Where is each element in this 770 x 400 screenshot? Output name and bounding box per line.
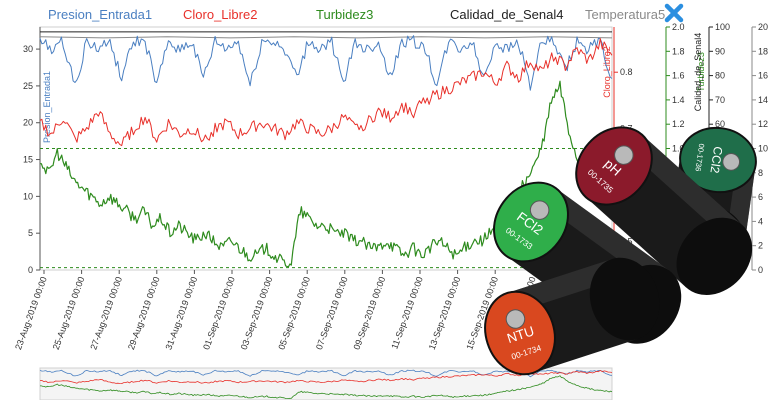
right-axis-title: Calidad_de_Senal4 bbox=[693, 33, 703, 112]
series-line-presion_entrada1 bbox=[39, 35, 613, 91]
sensor-cap bbox=[484, 290, 556, 376]
x-axis-tick-label: 27-Aug-2019 00:00 bbox=[88, 275, 124, 351]
right-axis-tick-label: 1.2 bbox=[672, 119, 685, 129]
right-axis-title: Turbidez3 bbox=[696, 52, 706, 92]
right-axis-tick-label: 60 bbox=[715, 119, 725, 129]
sensor-id: 00-1736 bbox=[693, 143, 706, 172]
right-axis-tick-label: 8 bbox=[758, 168, 763, 178]
right-axis-tick-label: 10 bbox=[758, 144, 768, 154]
sensor-cap bbox=[679, 126, 757, 194]
right-axis-tick-label: 0.8 bbox=[620, 67, 633, 77]
series-line-cloro_libre2 bbox=[39, 38, 613, 147]
right-axis-tick-label: 12 bbox=[758, 119, 768, 129]
x-axis-tick-label: 09-Sep-2019 00:00 bbox=[352, 275, 388, 351]
sensor-connector bbox=[505, 309, 526, 329]
legend-item-presion-entrada1[interactable]: Presion_Entrada1 bbox=[48, 7, 153, 22]
x-axis-tick-label: 03-Sep-2019 00:00 bbox=[239, 275, 275, 351]
x-axis-tick-label: 31-Aug-2019 00:00 bbox=[164, 275, 200, 351]
right-axis-tick-label: 2 bbox=[758, 241, 763, 251]
right-axis-title: Cloro_Libre2 bbox=[602, 46, 612, 98]
right-axis-tick-label: 0 bbox=[758, 265, 763, 275]
left-axis-tick-label: 25 bbox=[23, 81, 33, 91]
close-icon[interactable] bbox=[663, 2, 685, 24]
series-line-temperatura5 bbox=[39, 36, 613, 39]
sensor-connector bbox=[614, 145, 634, 165]
right-axis-tick-label: 1.6 bbox=[672, 71, 685, 81]
legend-item-temperatura5[interactable]: Temperatura5 bbox=[585, 7, 666, 22]
sensor-end bbox=[589, 257, 660, 341]
right-axis-tick-label: 4 bbox=[758, 216, 763, 226]
left-axis-tick-label: 10 bbox=[23, 191, 33, 201]
sensor-cap bbox=[575, 126, 653, 206]
x-axis-tick-label: 23-Aug-2019 00:00 bbox=[13, 275, 49, 351]
legend-item-turbidez3[interactable]: Turbidez3 bbox=[316, 7, 374, 22]
right-axis-tick-label: 1.4 bbox=[672, 95, 685, 105]
sensor-connector bbox=[529, 200, 550, 220]
right-axis-tick-label: 90 bbox=[715, 46, 725, 56]
legend-item-calidad-de-senal4[interactable]: Calidad_de_Senal4 bbox=[450, 7, 564, 22]
x-axis-tick-label: 07-Sep-2019 00:00 bbox=[314, 275, 350, 351]
x-axis-tick-label: 29-Aug-2019 00:00 bbox=[126, 275, 162, 351]
x-axis-tick-label: 25-Aug-2019 00:00 bbox=[51, 275, 87, 351]
x-axis-tick-label: 11-Sep-2019 00:00 bbox=[389, 275, 425, 350]
left-axis-tick-label: 30 bbox=[23, 44, 33, 54]
x-axis-tick-label: 13-Sep-2019 00:00 bbox=[427, 275, 463, 351]
right-axis-tick-label: 18 bbox=[758, 46, 768, 56]
right-axis-tick-label: 80 bbox=[715, 71, 725, 81]
sensor-highlight bbox=[628, 134, 743, 241]
left-axis-tick-label: 15 bbox=[23, 155, 33, 165]
left-axis-tick-label: 20 bbox=[23, 118, 33, 128]
sensor-cap bbox=[493, 181, 569, 263]
right-axis-tick-label: 1.8 bbox=[672, 46, 685, 56]
left-axis-tick-label: 0 bbox=[28, 265, 33, 275]
right-axis-tick-label: 1.0 bbox=[672, 144, 685, 154]
right-axis-tick-label: 2.0 bbox=[672, 22, 685, 32]
sensor-connector bbox=[722, 152, 741, 171]
sensor-highlight bbox=[543, 188, 669, 288]
right-axis-tick-label: 6 bbox=[758, 192, 763, 202]
legend-item-cloro-libre2[interactable]: Cloro_Libre2 bbox=[183, 7, 258, 22]
sensor-label: CCl2 bbox=[707, 145, 725, 174]
x-axis-tick-label: 05-Sep-2019 00:00 bbox=[276, 275, 312, 351]
left-axis-tick-label: 5 bbox=[28, 228, 33, 238]
right-axis-tick-label: 70 bbox=[715, 95, 725, 105]
x-axis-tick-label: 01-Sep-2019 00:00 bbox=[201, 275, 237, 351]
right-axis-tick-label: 20 bbox=[758, 22, 768, 32]
left-axis-title: Presion_Entrada1 bbox=[42, 71, 52, 143]
series-line-cloro_libre2 bbox=[39, 370, 613, 384]
right-axis-tick-label: 16 bbox=[758, 71, 768, 81]
right-axis-tick-label: 100 bbox=[715, 22, 730, 32]
sensor-end bbox=[676, 217, 753, 295]
right-axis-tick-label: 14 bbox=[758, 95, 768, 105]
series-line-turbidez3 bbox=[40, 375, 613, 399]
sensor-product-image: CCl200-1736pH00-1735FCl200-1733NTU00-173… bbox=[484, 126, 757, 376]
